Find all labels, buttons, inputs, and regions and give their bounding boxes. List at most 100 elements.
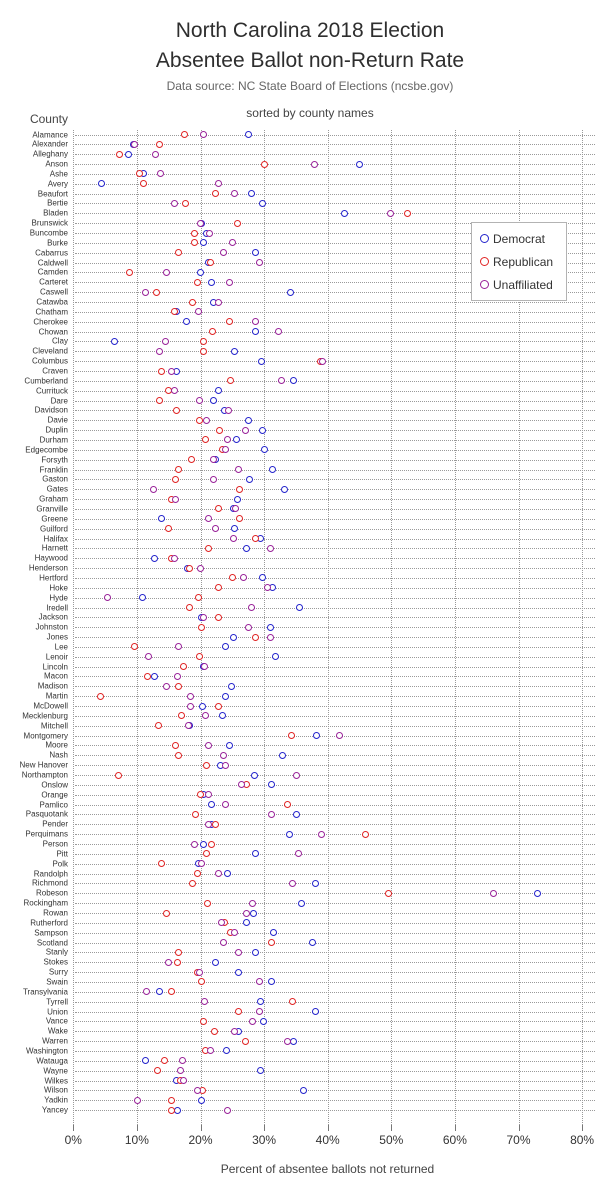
data-point-unaffiliated [234,466,242,474]
row-leader-line [75,302,595,304]
data-point-republican [252,633,260,641]
data-point-democrat [312,1008,320,1016]
legend-item-unaffiliated: Unaffiliated [480,278,566,292]
gridline-vertical [73,130,75,1131]
data-point-democrat [157,515,165,523]
data-point-republican [205,544,213,552]
county-label: Cabarrus [35,248,68,258]
x-tick-label: 10% [124,1133,149,1147]
row-leader-line [75,193,595,195]
data-point-unaffiliated [230,1027,238,1035]
row-leader-line [75,775,595,777]
legend-item-republican: Republican [480,255,566,269]
county-label: Wilkes [44,1076,68,1086]
data-point-unaffiliated [241,426,249,434]
data-point-democrat [230,347,238,355]
county-label: Wayne [43,1066,68,1076]
data-point-republican [202,436,210,444]
data-point-democrat [259,574,267,582]
data-point-unaffiliated [200,131,208,138]
data-point-democrat [534,889,542,897]
row-leader-line [75,962,595,964]
data-point-democrat [260,446,268,454]
data-point-republican [195,594,203,602]
data-point-unaffiliated [162,268,170,276]
gridline-vertical [518,130,520,1131]
data-point-unaffiliated [134,1096,142,1104]
row-leader-line [75,242,595,244]
data-point-unaffiliated [386,209,394,217]
county-label: Jackson [38,612,68,622]
county-label: Bertie [47,198,68,208]
data-point-unaffiliated [195,397,203,405]
data-point-unaffiliated [195,308,203,316]
x-tick-label: 30% [252,1133,277,1147]
data-point-republican [191,239,199,247]
county-label: Scotland [36,938,68,948]
county-label: Chowan [38,327,68,337]
row-leader-line [75,627,595,629]
data-point-unaffiliated [186,692,194,700]
county-label: Gaston [42,474,68,484]
data-point-unaffiliated [336,732,344,740]
data-point-unaffiliated [203,416,211,424]
data-point-democrat [290,377,298,385]
data-point-republican [241,1037,249,1045]
data-point-democrat [267,781,275,789]
data-point-republican [193,870,201,878]
county-label: Davie [47,415,68,425]
gridline-vertical [391,130,393,1131]
gridline-vertical [327,130,329,1131]
data-point-republican [181,131,189,138]
county-label: Pasquotank [25,809,68,819]
data-point-unaffiliated [288,879,296,887]
row-leader-line [75,883,595,885]
county-label: Iredell [46,603,68,613]
county-label: Lee [54,642,68,652]
data-point-unaffiliated [317,830,325,838]
data-point-unaffiliated [266,544,274,552]
county-label: Onslow [41,780,68,790]
data-point-unaffiliated [214,180,222,188]
data-point-republican [225,318,233,326]
data-point-unaffiliated [247,604,255,612]
data-point-republican [195,416,203,424]
legend-swatch-unaffiliated-icon [480,280,489,289]
county-label: Tyrrell [46,997,68,1007]
county-label: McDowell [33,701,68,711]
data-point-unaffiliated [155,347,163,355]
data-point-republican [115,150,123,158]
county-label: Cumberland [24,376,68,386]
data-point-unaffiliated [219,939,227,947]
row-leader-line [75,292,595,294]
row-leader-line [75,282,595,284]
data-point-republican [186,564,194,572]
data-point-republican [174,249,182,257]
data-point-unaffiliated [103,594,111,602]
data-point-democrat [200,239,208,247]
row-leader-line [75,1060,595,1062]
data-point-unaffiliated [177,1067,185,1075]
data-point-republican [287,732,295,740]
county-label: Greene [41,514,68,524]
county-label: Graham [39,494,68,504]
data-point-republican [173,406,181,414]
data-point-unaffiliated [170,387,178,395]
data-point-republican [167,1096,175,1104]
row-leader-line [75,1021,595,1023]
data-point-democrat [269,929,277,937]
row-leader-line [75,932,595,934]
data-point-democrat [245,475,253,483]
data-point-unaffiliated [180,1077,188,1085]
data-point-republican [208,840,216,848]
row-leader-line [75,371,595,372]
data-point-republican [177,712,185,720]
data-point-republican [126,268,134,276]
county-label: Wilson [43,1085,68,1095]
county-label: Robeson [35,888,68,898]
row-leader-line [75,469,595,471]
data-point-republican [155,140,163,148]
data-point-democrat [272,653,280,661]
county-label: Hertford [39,573,68,583]
